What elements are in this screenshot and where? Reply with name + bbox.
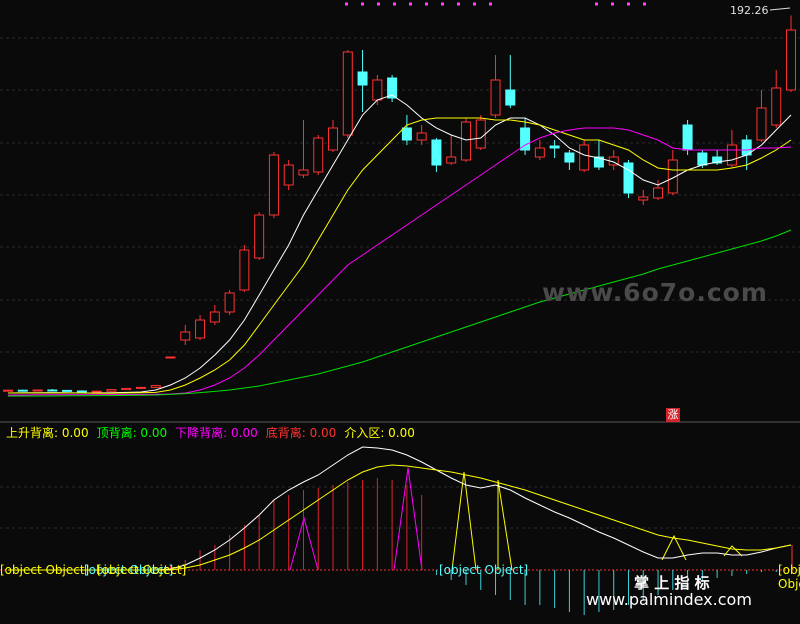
candle-body <box>76 390 87 393</box>
candle-body <box>653 187 664 199</box>
grid <box>0 37 800 529</box>
legend-item: 上升背离: 0.00 <box>6 426 89 440</box>
candle-body <box>135 386 146 389</box>
signal-label: [object Object] <box>0 563 90 577</box>
candle-body <box>313 137 324 173</box>
candle-body <box>520 127 531 151</box>
candle-body <box>239 249 250 291</box>
signal-shape <box>723 545 743 557</box>
candle-body <box>460 121 471 161</box>
legend-item: 下降背离: 0.00 <box>175 426 258 440</box>
candle-body <box>446 156 457 164</box>
candle-body <box>17 389 28 392</box>
signal-label: [object Object] <box>84 563 174 577</box>
candle-body <box>254 214 265 259</box>
candle-body <box>106 389 117 392</box>
candle-body <box>726 144 737 166</box>
candle-body <box>195 319 206 339</box>
signal-shape <box>393 467 423 571</box>
candle-body <box>3 389 13 392</box>
signal-shape <box>451 471 477 571</box>
indicator-line <box>8 117 792 394</box>
candle-body <box>593 156 604 168</box>
price-pointer <box>769 7 791 11</box>
candles <box>3 15 796 393</box>
signal-shape <box>497 479 513 571</box>
indicator-line <box>8 127 792 396</box>
candle-body <box>298 169 309 176</box>
candle-body <box>62 389 73 392</box>
candle-body <box>431 139 442 166</box>
candle-body <box>121 387 132 391</box>
candle-body <box>387 77 398 99</box>
candle-body <box>357 71 368 86</box>
candle-body <box>224 292 235 313</box>
candle-body <box>771 87 782 126</box>
candle-body <box>534 147 545 158</box>
indicator-line <box>7 94 792 394</box>
signal-shape <box>661 534 687 561</box>
signal-shapes <box>289 467 793 571</box>
candle-body <box>416 132 427 141</box>
candle-body <box>623 162 634 194</box>
legend-item: 底背离: 0.00 <box>265 426 337 440</box>
candle-body <box>638 196 649 201</box>
candle-body <box>328 127 339 151</box>
signal-label: [object Object] <box>97 563 187 577</box>
candle-body <box>209 311 220 323</box>
candle-body <box>667 159 678 194</box>
brand: 掌 上 指 标 <box>634 574 710 592</box>
candle-body <box>564 152 575 163</box>
candle-body <box>475 119 486 149</box>
indicator-legend: 上升背离: 0.00 顶背离: 0.00 下降背离: 0.00 底背离: 0.00 介入… <box>6 424 415 441</box>
high-price-label: 192.26 <box>730 4 769 17</box>
candle-body <box>342 51 353 136</box>
indicator-line <box>8 464 792 571</box>
candle-body <box>756 107 767 141</box>
candle-body <box>91 390 102 393</box>
candle-body <box>150 385 161 388</box>
candle-body <box>372 79 383 101</box>
candle-body <box>579 144 590 171</box>
candle-body <box>401 127 412 141</box>
candle-body <box>786 29 796 91</box>
candle-body <box>505 89 516 106</box>
candle-body <box>32 389 43 392</box>
candle-body <box>697 152 708 166</box>
candle-body <box>712 156 723 164</box>
rise-badge: 涨 <box>666 408 680 422</box>
signal-label: [object Object] <box>778 563 800 591</box>
candle-body <box>180 331 191 341</box>
candle-body <box>165 356 176 359</box>
legend-item: 介入区: 0.00 <box>344 426 415 440</box>
watermark: www.6o7o.com <box>542 278 768 307</box>
candle-body <box>490 79 501 116</box>
legend-item: 顶背离: 0.00 <box>96 426 168 440</box>
signal-shape <box>289 516 319 571</box>
site: www.palmindex.com <box>586 590 752 609</box>
candle-body <box>283 164 294 186</box>
candle-body <box>47 389 58 392</box>
candle-body <box>682 124 693 151</box>
candle-body <box>549 145 560 149</box>
candle-body <box>268 154 279 216</box>
indicator-line <box>8 229 792 397</box>
signal-label: [object Object] <box>439 563 529 577</box>
